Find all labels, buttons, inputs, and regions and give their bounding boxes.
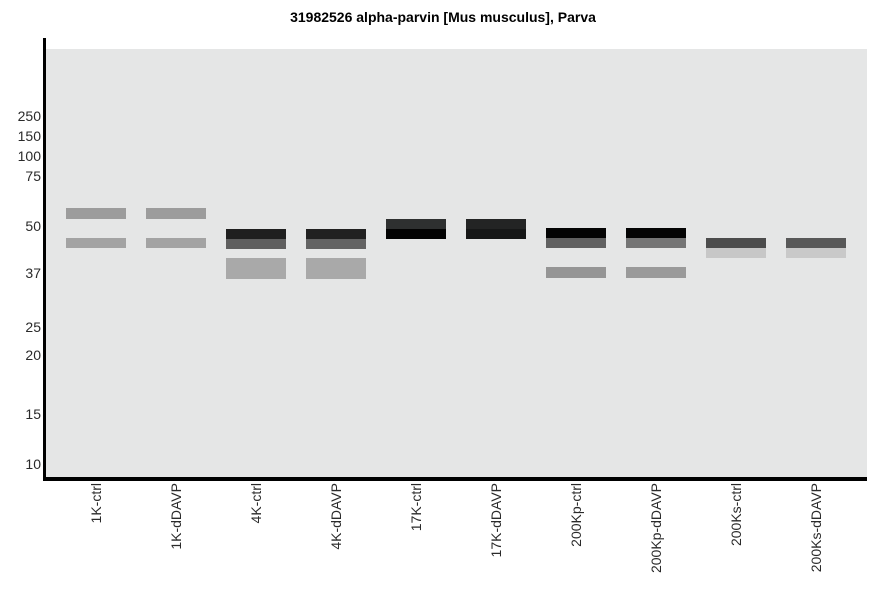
gel-band: [66, 208, 126, 219]
gel-band: [546, 228, 606, 238]
gel-band: [226, 258, 286, 279]
y-tick-label: 20: [25, 347, 41, 363]
gel-band: [786, 248, 846, 258]
lane-label: 200Kp-dDAVP: [648, 483, 664, 574]
gel-band: [226, 229, 286, 239]
y-tick-label: 250: [17, 108, 41, 124]
gel-band: [146, 208, 206, 219]
gel-band: [626, 238, 686, 248]
gel-band: [146, 238, 206, 248]
lane-label: 4K-dDAVP: [328, 483, 344, 550]
gel-band: [226, 239, 286, 249]
gel-band: [466, 229, 526, 239]
gel-band: [306, 229, 366, 239]
y-tick-label: 50: [25, 218, 41, 234]
lane-label: 17K-ctrl: [408, 483, 424, 532]
y-axis-line: [43, 38, 46, 481]
y-tick-label: 10: [25, 456, 41, 472]
gel-band: [306, 258, 366, 279]
gel-band: [626, 267, 686, 278]
y-tick-label: 25: [25, 319, 41, 335]
gel-band: [386, 219, 446, 229]
gel-band: [306, 239, 366, 249]
gel-plot-area: [46, 49, 867, 477]
gel-band: [706, 238, 766, 248]
gel-band: [546, 238, 606, 248]
lane-label: 200Ks-ctrl: [728, 483, 744, 547]
lane-label: 200Kp-ctrl: [568, 483, 584, 547]
y-tick-label: 75: [25, 168, 41, 184]
lane-label: 1K-dDAVP: [168, 483, 184, 550]
lane-label: 17K-dDAVP: [488, 483, 504, 558]
lane-label: 200Ks-dDAVP: [808, 483, 824, 573]
gel-band: [626, 228, 686, 238]
lane-label: 4K-ctrl: [248, 483, 264, 524]
gel-band: [546, 267, 606, 278]
chart-title: 31982526 alpha-parvin [Mus musculus], Pa…: [290, 9, 596, 25]
gel-band: [66, 238, 126, 248]
gel-band: [466, 219, 526, 229]
gel-band: [786, 238, 846, 248]
x-axis-line: [43, 477, 867, 481]
y-tick-label: 37: [25, 265, 41, 281]
y-tick-label: 100: [17, 148, 41, 164]
lane-label: 1K-ctrl: [88, 483, 104, 524]
gel-band: [386, 229, 446, 239]
gel-band: [706, 248, 766, 258]
y-tick-label: 15: [25, 406, 41, 422]
y-tick-label: 150: [17, 128, 41, 144]
